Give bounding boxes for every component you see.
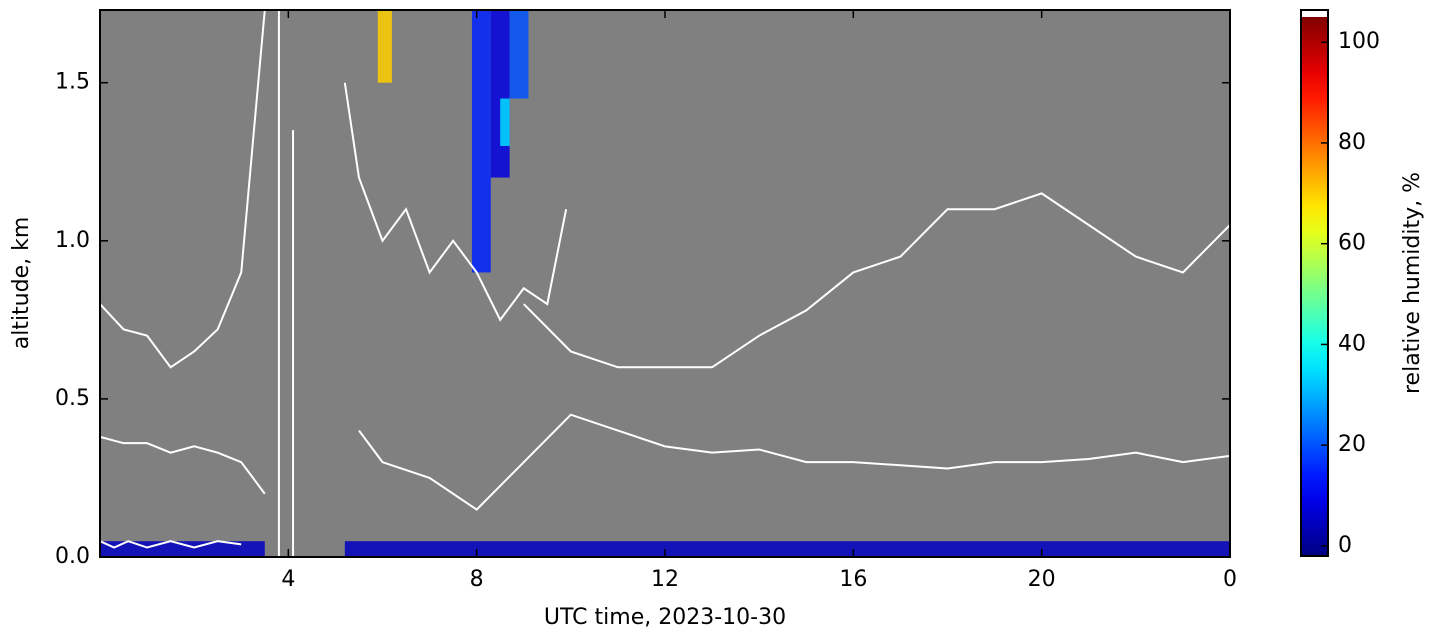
- contour-line: [523, 192, 1230, 369]
- heatmap-cell: [509, 10, 529, 99]
- y-tick-label: 1.5: [55, 70, 90, 95]
- x-tick-label: 20: [1028, 567, 1056, 592]
- x-tick-label: 16: [839, 567, 867, 592]
- colorbar-tick-label: 0: [1338, 533, 1352, 558]
- x-tick-label: 12: [651, 567, 679, 592]
- y-tick-label: 0.5: [55, 386, 90, 411]
- contour-line: [100, 413, 1230, 511]
- colorbar-label: relative humidity, %: [1400, 172, 1425, 394]
- heatmap-cell: [344, 541, 1230, 557]
- heatmap-cell: [471, 10, 491, 273]
- colorbar-extension: [1301, 10, 1328, 17]
- x-tick-label: 0: [1223, 567, 1237, 592]
- contour-line: [343, 82, 568, 322]
- colorbar-tick-label: 80: [1338, 130, 1366, 155]
- colorbar-tick-label: 40: [1338, 331, 1366, 356]
- y-tick-label: 1.0: [55, 228, 90, 253]
- contour-line: [100, 10, 266, 369]
- colorbar: [1301, 17, 1328, 556]
- colorbar-frame: [1300, 9, 1329, 557]
- heatmap-cell: [377, 10, 392, 83]
- plot-background: [100, 10, 1230, 557]
- y-axis-label: altitude, km: [9, 217, 34, 350]
- contour-line: [100, 540, 242, 549]
- y-tick-label: 0.0: [55, 544, 90, 569]
- colorbar-tick-label: 100: [1338, 29, 1380, 54]
- heatmap-cell: [490, 10, 510, 178]
- heatmap-cell: [500, 98, 510, 146]
- colorbar-tick-label: 20: [1338, 432, 1366, 457]
- x-tick-label: 8: [470, 567, 484, 592]
- colorbar-tick-label: 60: [1338, 231, 1366, 256]
- x-axis-label: UTC time, 2023-10-30: [544, 605, 786, 629]
- plot-area: [100, 10, 1230, 557]
- x-tick-label: 4: [281, 567, 295, 592]
